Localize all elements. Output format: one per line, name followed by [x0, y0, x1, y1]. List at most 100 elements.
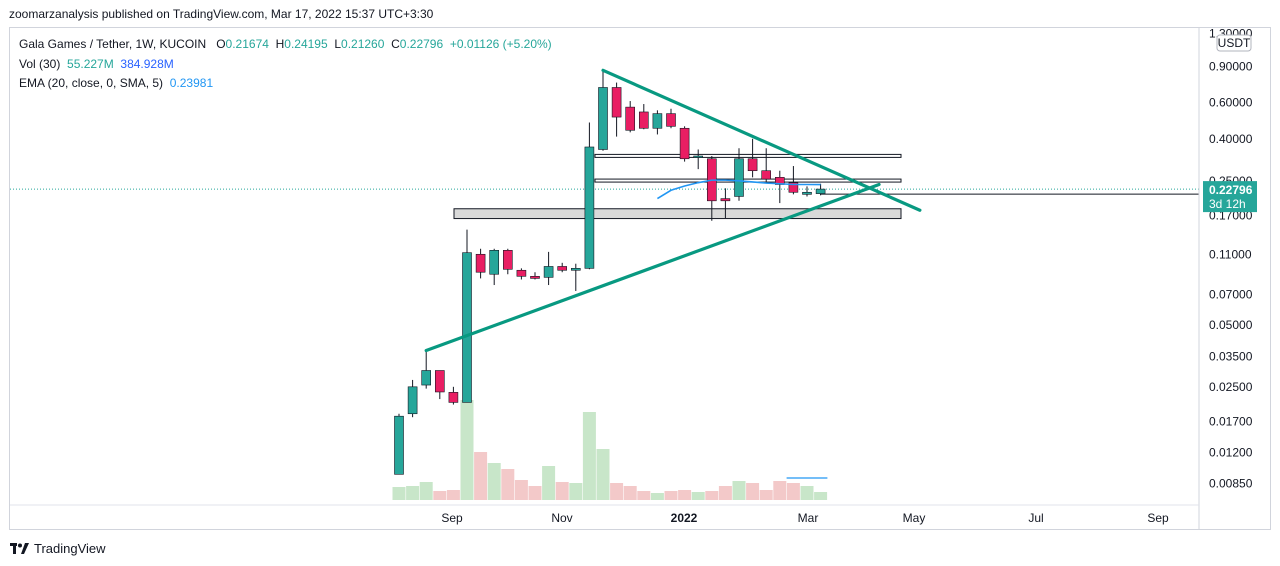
candle-up [407, 386, 418, 415]
tradingview-logo-icon [10, 542, 29, 554]
volume-bar [664, 491, 678, 500]
candle-down [666, 113, 676, 127]
candle-down [720, 198, 731, 202]
price-tick-label: 0.07000 [1209, 288, 1253, 302]
candle-down [502, 250, 513, 270]
ema-label: EMA (20, close, 0, SMA, 5) [19, 76, 164, 90]
volume-value: 55.227M [67, 56, 114, 71]
currency-badge [1216, 34, 1252, 52]
close-value: 0.22796 [399, 37, 444, 51]
countdown-label: 3d 12h [1209, 197, 1246, 211]
candle-down [611, 87, 622, 118]
volume-bar [487, 463, 501, 500]
volume-bar [596, 449, 610, 500]
time-tick-label: Nov [551, 511, 572, 525]
low-label: L [334, 37, 342, 51]
symbol-legend-row[interactable]: Gala Games / Tether, 1W, KUCOIN O0.21674… [19, 35, 552, 55]
ema-value: 0.23981 [169, 76, 214, 90]
volume-bar [691, 492, 705, 500]
trendline [424, 182, 881, 353]
price-axis: 1.300000.900000.600000.400000.250000.170… [1198, 26, 1257, 530]
volume-bar [514, 480, 528, 500]
support-resistance-zones [10, 153, 1199, 220]
candle-down [434, 370, 445, 393]
candle-down [761, 170, 772, 180]
candle-down [747, 158, 758, 172]
volume-bar [759, 490, 773, 500]
candle-down [557, 266, 568, 271]
candle-up [570, 268, 581, 271]
candle-up [394, 415, 404, 475]
volume-bar [610, 483, 624, 500]
candle-down [530, 276, 540, 279]
publisher-line: zoomarzanalysis published on TradingView… [9, 7, 434, 21]
last-price-label: 0.22796 [1209, 183, 1253, 197]
volume-label: Vol (30) [19, 56, 61, 71]
volume-bar [623, 486, 637, 500]
candle-down [625, 106, 636, 131]
volume-bar [542, 466, 556, 500]
close-label: C [391, 37, 400, 51]
volume-bar [569, 483, 583, 500]
price-tick-label: 0.02500 [1209, 380, 1253, 394]
volume-bar [800, 486, 814, 500]
trendlines [424, 68, 922, 353]
volume-legend-row[interactable]: Vol (30) 55.227M 384.928M [19, 55, 552, 75]
price-tick-label: 0.90000 [1209, 59, 1253, 73]
candle-up [421, 370, 432, 386]
ema-legend-row[interactable]: EMA (20, close, 0, SMA, 5) 0.23981 [19, 74, 552, 94]
candle-up [462, 252, 472, 403]
last-price-badge [1203, 181, 1257, 213]
time-tick-label: Sep [441, 511, 463, 525]
volume-bar [650, 493, 664, 500]
volume-bar [446, 490, 460, 500]
chart-legend: Gala Games / Tether, 1W, KUCOIN O0.21674… [19, 35, 552, 94]
volume-bar [732, 481, 746, 500]
volume-bar [528, 486, 542, 500]
time-tick-label: Sep [1147, 511, 1169, 525]
volume-bar [406, 486, 420, 500]
price-tick-label: 0.40000 [1209, 132, 1253, 146]
change-value: +0.01126 (+5.20%) [449, 37, 552, 51]
volume-bar [637, 491, 651, 500]
volume-bar [718, 486, 732, 500]
candle-down [475, 253, 486, 273]
price-tick-label: 0.03500 [1209, 350, 1253, 364]
price-tick-label: 0.05000 [1209, 318, 1253, 332]
time-tick-label: Mar [798, 511, 819, 525]
volume-bar [773, 481, 787, 500]
volume-bar [746, 483, 760, 500]
volume-pane [392, 400, 828, 500]
tradingview-footer[interactable]: TradingView [10, 541, 106, 556]
candle-up [584, 146, 595, 269]
currency-label: USDT [1218, 36, 1251, 50]
volume-ma-value: 384.928M [120, 56, 174, 71]
time-tick-label: 2022 [671, 511, 698, 525]
price-tick-label: 0.60000 [1209, 96, 1253, 110]
trendline [601, 68, 922, 212]
candle-down [448, 392, 459, 403]
chart-frame[interactable] [9, 27, 1271, 530]
symbol-title: Gala Games / Tether, 1W, KUCOIN [19, 37, 207, 51]
high-label: H [275, 37, 285, 51]
time-axis: Sep Nov 2022 Mar May Jul Sep [10, 504, 1199, 525]
price-tick-label: 0.00850 [1209, 476, 1253, 490]
ema-line [656, 179, 821, 200]
low-value: 0.21260 [341, 37, 385, 51]
candle-up [734, 158, 744, 197]
volume-bar [582, 412, 596, 500]
open-label: O [216, 37, 226, 51]
volume-bar [392, 487, 406, 500]
candle-down [638, 111, 649, 129]
volume-bar [474, 452, 488, 500]
volume-bar [555, 482, 569, 500]
volume-bar [814, 492, 828, 500]
volume-bar [678, 490, 692, 500]
candle-up [489, 250, 500, 275]
candle-down [679, 127, 690, 160]
volume-bar [419, 482, 433, 500]
candle-up [815, 188, 826, 194]
time-tick-label: May [903, 511, 926, 525]
candle-up [652, 113, 663, 129]
